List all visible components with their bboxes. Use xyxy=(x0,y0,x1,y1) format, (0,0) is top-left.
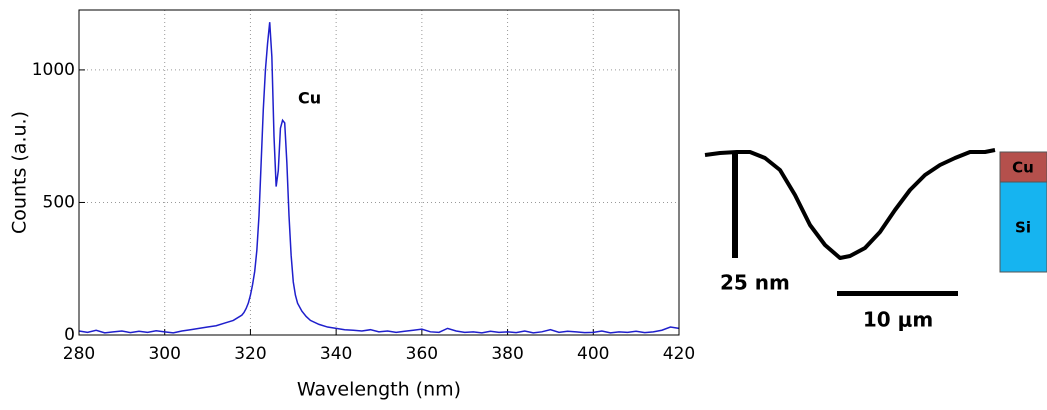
profile-inset: 25 nm 10 μm Cu Si xyxy=(704,148,1047,332)
height-scale-bar xyxy=(732,152,738,258)
x-tick-label: 420 xyxy=(663,344,695,364)
width-scale-label: 10 μm xyxy=(863,308,933,332)
plot-area xyxy=(79,10,679,335)
x-tick-label: 300 xyxy=(148,344,180,364)
si-layer xyxy=(999,181,1047,273)
peak-annotation: Cu xyxy=(298,89,321,108)
si-layer-label: Si xyxy=(1015,219,1031,237)
x-tick-label: 280 xyxy=(63,344,95,364)
surface-profile xyxy=(704,148,996,260)
width-scale-bar xyxy=(837,291,958,296)
x-tick-label: 380 xyxy=(491,344,523,364)
x-tick-label: 400 xyxy=(577,344,609,364)
plot-frame xyxy=(78,9,680,336)
y-tick-label: 1000 xyxy=(32,60,75,80)
x-tick-label: 340 xyxy=(320,344,352,364)
cu-layer-label: Cu xyxy=(1012,159,1034,177)
y-axis-label: Counts (a.u.) xyxy=(9,111,31,234)
x-tick-label: 320 xyxy=(234,344,266,364)
y-tick-label: 500 xyxy=(43,192,75,212)
cu-layer xyxy=(999,151,1047,183)
height-scale-label: 25 nm xyxy=(720,271,790,295)
y-tick-label: 0 xyxy=(64,325,75,345)
spectrum-line xyxy=(78,22,680,334)
x-axis-label: Wavelength (nm) xyxy=(297,379,461,401)
x-tick-label: 360 xyxy=(406,344,438,364)
